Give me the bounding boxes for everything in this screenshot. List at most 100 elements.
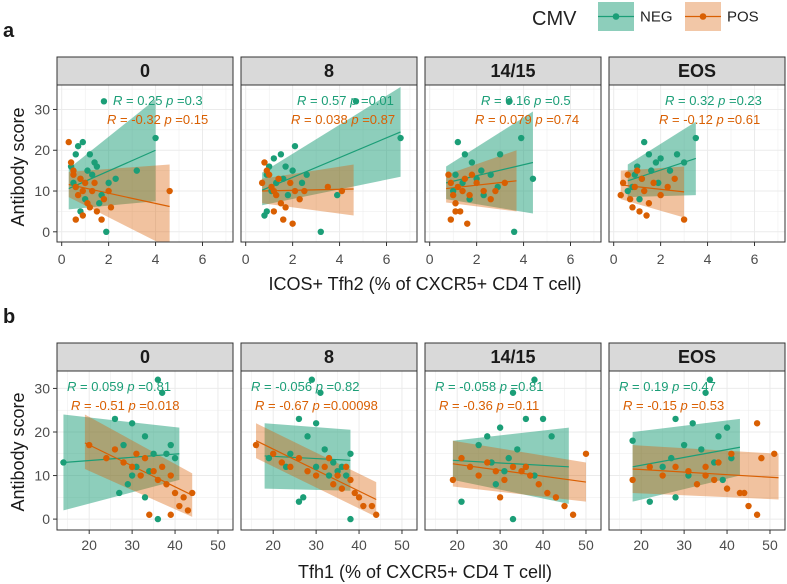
y-axis-label-b: Antibody score [8, 392, 28, 511]
data-point-neg [719, 476, 726, 484]
x-axis-label-b: Tfh1 (% of CXCR5+ CD4 T cell) [298, 562, 552, 582]
stat-label-pos: R = -0.51 p =0.018 [71, 398, 179, 413]
data-point-pos [261, 159, 268, 166]
data-point-neg [624, 187, 631, 195]
data-point-neg [141, 494, 149, 501]
data-point-pos [643, 212, 650, 219]
data-point-neg [673, 151, 681, 158]
facet-0-1: 8 0 2 4 6 R = 0.57 p =0.01 R = 0.038 p =0.87 [240, 56, 418, 267]
data-point-pos [176, 502, 183, 510]
data-point-neg [325, 472, 333, 479]
x-tick-label: 20 [81, 537, 97, 553]
facet-1-3: EOS 20 30 40 50 R = 0.19 p =0.47 R = -0.15 p =… [608, 342, 786, 553]
x-tick-label: 0 [610, 251, 618, 267]
data-point-neg [93, 163, 101, 170]
data-point-neg [659, 463, 666, 471]
data-point-neg [475, 441, 482, 449]
legend-label-neg: NEG [640, 9, 673, 26]
data-point-neg [163, 450, 170, 457]
y-tick-label: 30 [34, 380, 50, 396]
fit-line-pos [262, 188, 354, 192]
data-point-neg [128, 472, 136, 479]
data-point-neg [698, 446, 705, 453]
data-point-neg [116, 489, 123, 497]
data-point-neg [295, 415, 303, 423]
stat-label-pos: R = -0.36 p =0.11 [439, 398, 539, 413]
data-point-pos [111, 446, 119, 453]
data-point-neg [330, 459, 337, 466]
data-point-neg [171, 454, 179, 462]
data-point-neg [510, 228, 518, 236]
facet-strip-label: 8 [324, 347, 334, 367]
data-point-pos [526, 472, 534, 479]
data-point-pos [449, 191, 457, 199]
x-tick-label: 40 [351, 537, 367, 553]
y-tick-label: 0 [42, 224, 50, 240]
data-point-pos [501, 179, 508, 187]
data-point-pos [702, 472, 709, 479]
data-point-pos [758, 454, 765, 462]
data-point-neg [501, 467, 508, 475]
data-point-neg [492, 481, 500, 488]
data-point-neg [506, 98, 513, 105]
data-point-neg [452, 171, 459, 178]
data-point-pos [265, 171, 273, 178]
data-point-pos [466, 191, 473, 199]
data-point-pos [569, 511, 577, 518]
stat-label-neg: R = 0.25 p =0.3 [113, 93, 203, 108]
x-tick-label: 4 [336, 251, 344, 267]
data-point-pos [496, 494, 504, 501]
data-point-neg [454, 138, 462, 146]
panel-border [608, 370, 786, 531]
data-point-pos [321, 463, 328, 471]
stat-label-pos: R = -0.67 p =0.00098 [255, 398, 378, 413]
data-point-pos [447, 216, 455, 223]
panel-border [56, 84, 234, 243]
data-point-pos [629, 476, 636, 484]
panel-border [608, 84, 786, 243]
data-point-neg [263, 208, 271, 215]
data-point-neg [141, 433, 149, 440]
data-point-pos [728, 450, 735, 457]
stat-label-pos: R = -0.15 p =0.53 [623, 398, 724, 413]
data-point-pos [561, 502, 568, 510]
facet-strip [56, 342, 234, 372]
x-tick-label: 6 [383, 251, 391, 267]
data-point-neg [150, 450, 157, 457]
data-point-neg [548, 433, 555, 440]
data-point-neg [289, 167, 296, 174]
data-point-neg [680, 441, 688, 449]
facet-strip-label: 0 [140, 347, 150, 367]
data-point-neg [298, 179, 306, 187]
x-axis-label-a: ICOS+ Tfh2 (% of CXCR5+ CD4 T cell) [268, 274, 581, 294]
data-point-neg [723, 424, 731, 431]
fit-line-pos [255, 440, 377, 501]
data-point-pos [464, 220, 471, 227]
data-point-pos [501, 476, 508, 484]
data-point-pos [646, 463, 653, 471]
data-point-pos [680, 216, 688, 223]
confidence-band-neg [68, 99, 156, 210]
data-point-pos [77, 175, 84, 182]
plot-area [252, 376, 380, 523]
x-tick-label: 4 [704, 251, 712, 267]
data-point-pos [484, 459, 491, 466]
stat-label-neg: R = 0.059 p =0.81 [67, 379, 171, 394]
x-tick-label: 30 [492, 537, 508, 553]
data-point-neg [648, 167, 655, 174]
x-tick-label: 30 [676, 537, 692, 553]
plot-area [629, 376, 779, 518]
data-point-pos [325, 454, 333, 462]
data-point-pos [685, 467, 692, 475]
data-point-pos [120, 459, 127, 466]
x-tick-label: 6 [751, 251, 759, 267]
data-point-neg [458, 498, 465, 505]
data-point-pos [282, 204, 289, 211]
data-point-pos [128, 463, 136, 471]
stat-label-neg: R = -0.058 p =0.81 [435, 379, 543, 394]
plot-area [449, 376, 590, 523]
data-point-pos [150, 467, 157, 475]
facet-strip-label: 0 [140, 61, 150, 81]
